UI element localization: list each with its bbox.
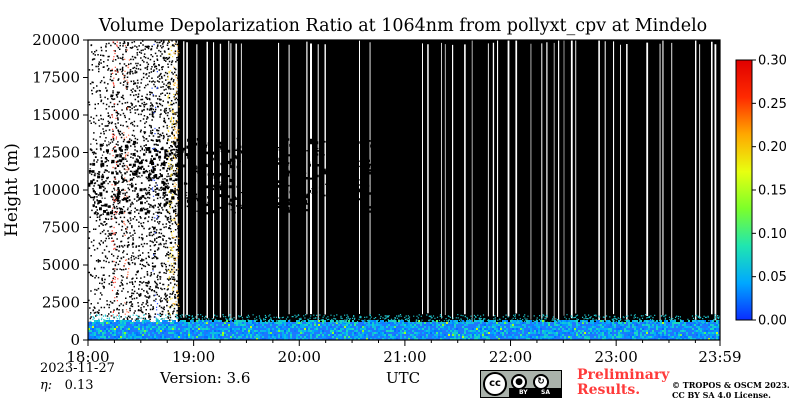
y-tick-label-2: 5000 <box>42 256 80 274</box>
colorbar-tick-label-2: 0.10 <box>758 227 787 242</box>
y-tick-label-3: 7500 <box>42 219 80 237</box>
x-tick-label-3: 21:00 <box>383 348 426 366</box>
eta-value: 0.13 <box>64 378 94 393</box>
x-tick-label-1: 19:00 <box>172 348 215 366</box>
copyright-line2: CC BY SA 4.0 License. <box>672 390 771 400</box>
data-gap-lines <box>183 40 717 322</box>
eta-symbol: η: <box>40 378 53 393</box>
noise-streak-0 <box>111 41 119 317</box>
cc-icon: cc <box>483 372 507 396</box>
version-label: Version: 3.6 <box>160 369 251 387</box>
preliminary-note: Preliminary Results. <box>577 368 669 398</box>
y-tick-label-8: 20000 <box>32 31 80 49</box>
y-tick-label-1: 2500 <box>42 294 80 312</box>
cc-by-label: BY <box>519 389 528 396</box>
x-tick-label-2: 20:00 <box>278 348 321 366</box>
cc-label-bar: BY SA <box>509 388 561 397</box>
black-signal-region <box>177 40 720 340</box>
colorbar-tick-label-4: 0.20 <box>758 140 787 155</box>
noise-streak-2 <box>167 40 175 316</box>
y-tick-label-7: 17500 <box>32 69 80 87</box>
colorbar <box>735 59 753 321</box>
colorbar-tick-label-1: 0.05 <box>758 270 787 285</box>
x-tick-label-5: 23:00 <box>595 348 638 366</box>
x-tick-label-4: 22:00 <box>489 348 532 366</box>
colorbar-tick-label-6: 0.30 <box>758 54 787 69</box>
cloud-layer <box>88 137 387 216</box>
y-tick-label-5: 12500 <box>32 144 80 162</box>
depolarization-field <box>88 40 720 340</box>
noise-speckle <box>88 40 216 340</box>
date-label: 2023-11-27 <box>40 361 115 376</box>
colorbar-tick-label-0: 0.00 <box>758 314 787 329</box>
x-tick-label-0: 18:00 <box>66 348 109 366</box>
y-tick-label-4: 10000 <box>32 181 80 199</box>
chart-title: Volume Depolarization Ratio at 1064nm fr… <box>98 16 708 36</box>
colorbar-tick-label-3: 0.15 <box>758 184 787 199</box>
noise-streak-3 <box>172 43 180 314</box>
noise-streak-4 <box>151 43 159 318</box>
surface-layer <box>88 314 720 340</box>
cc-sa-label: SA <box>541 389 550 396</box>
copyright-line1: © TROPOS & OSCM 2023. <box>672 380 790 390</box>
preliminary-line2: Results. <box>577 382 641 398</box>
preliminary-line1: Preliminary <box>577 367 670 383</box>
x-tick-label-6: 23:59 <box>698 348 741 366</box>
x-axis-label: UTC <box>386 369 421 387</box>
cc-license-badge: cc ● ↻ BY SA <box>480 370 562 398</box>
copyright-note: © TROPOS & OSCM 2023. CC BY SA 4.0 Licen… <box>672 380 790 400</box>
y-tick-label-0: 0 <box>70 331 80 349</box>
eta-label: η: 0.13 <box>40 378 94 393</box>
y-tick-label-6: 15000 <box>32 106 80 124</box>
colorbar-tick-label-5: 0.25 <box>758 97 787 112</box>
